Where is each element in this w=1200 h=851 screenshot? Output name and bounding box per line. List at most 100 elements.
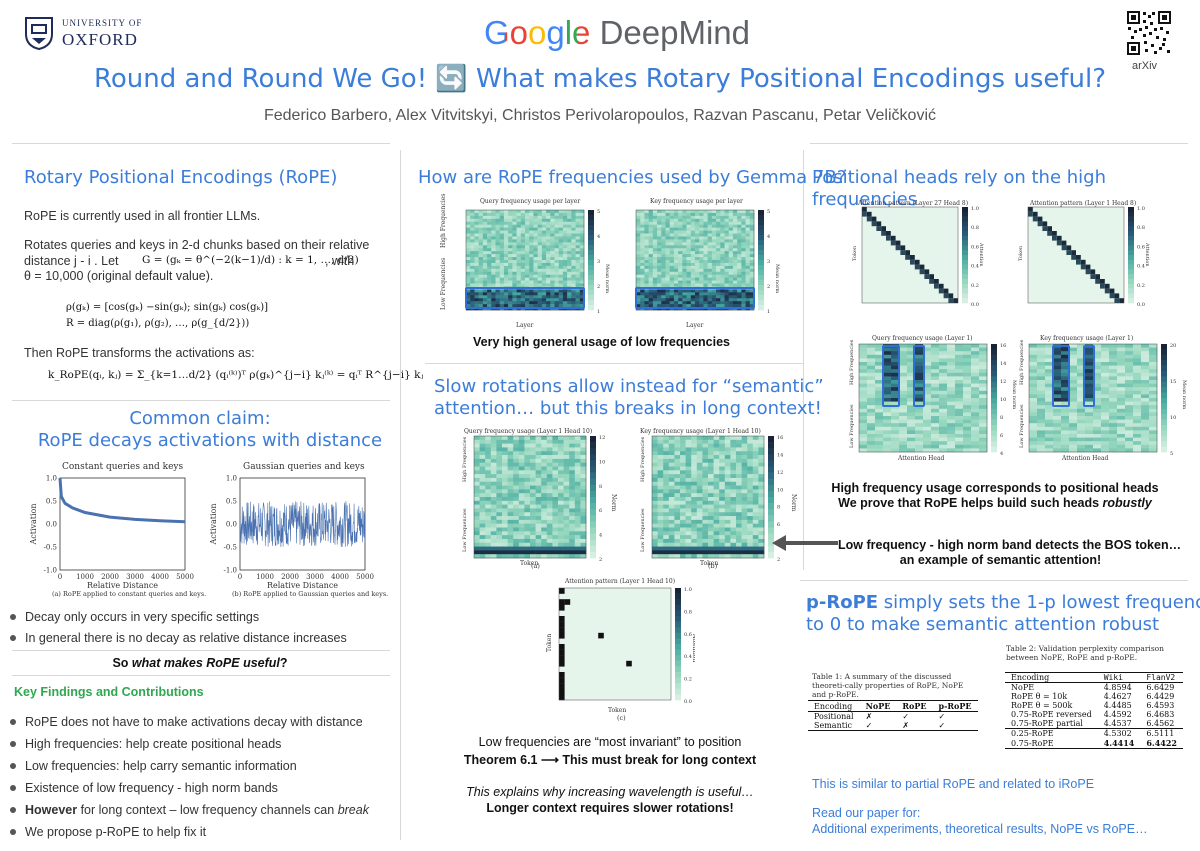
colorbar-tick-label: 4 <box>599 533 602 539</box>
heatmap-cell <box>883 347 892 352</box>
heatmap-cell <box>728 304 734 308</box>
heatmap-cell <box>716 233 721 237</box>
heatmap-cell <box>563 443 570 448</box>
heatmap-cell <box>867 405 876 410</box>
colorbar-step <box>962 293 968 299</box>
colorbar-tick-label: 5 <box>1170 451 1173 455</box>
heatmap-cell <box>502 474 508 479</box>
heatmap-cell <box>711 262 717 267</box>
heatmap-cell <box>728 212 734 217</box>
heatmap-cell <box>1037 365 1046 370</box>
heatmap-cell <box>1029 434 1038 438</box>
so-text-a: So <box>112 656 132 670</box>
heatmap-cell <box>931 437 940 442</box>
heatmap-cell <box>1077 444 1086 449</box>
heatmap-cell <box>580 546 587 551</box>
colorbar-step <box>1128 259 1134 265</box>
heatmap-cell <box>636 280 641 284</box>
heatmap-cell <box>971 344 980 348</box>
heatmap-cell <box>580 550 587 555</box>
heatmap-cell <box>580 436 587 441</box>
heatmap-cell <box>931 351 940 356</box>
heatmap-cell <box>955 358 964 363</box>
heatmap-cell <box>749 304 755 308</box>
heatmap-cell <box>716 298 721 302</box>
positional-head-highlight-box <box>1083 345 1095 407</box>
heatmap-cell <box>931 448 940 453</box>
heatmap-cell <box>552 447 559 452</box>
read-paper-text-2[interactable]: Additional experiments, theoretical resu… <box>812 822 1148 836</box>
colorbar-step <box>962 207 968 213</box>
heatmap-cell <box>674 493 681 498</box>
heatmap-cell <box>502 477 508 483</box>
heatmap-cell <box>737 301 742 305</box>
heatmap-cell <box>875 358 884 363</box>
heatmap-cell <box>502 447 508 452</box>
heatmap-cell <box>741 230 746 234</box>
heatmap-cell <box>524 443 531 448</box>
heatmap-cell <box>470 218 475 223</box>
heatmap-cell <box>640 289 645 293</box>
heatmap-cell <box>1149 426 1158 431</box>
heatmap-cell <box>728 271 734 275</box>
heatmap-cell <box>915 408 924 413</box>
heatmap-cell <box>636 210 641 214</box>
diagonal-cell <box>1066 245 1072 251</box>
heatmap-cell <box>513 462 520 467</box>
subdiagonal-cell <box>900 250 906 255</box>
heatmap-cell <box>513 455 520 460</box>
heatmap-cell <box>636 221 641 225</box>
table2-caption: Table 2: Validation perplexity compariso… <box>1006 644 1165 663</box>
heatmap-cell <box>579 265 585 270</box>
heatmap-cell <box>525 271 530 275</box>
heatmap-cell <box>686 233 692 237</box>
heatmap-cell <box>1069 448 1078 453</box>
heatmap-cell <box>546 242 551 246</box>
heatmap-cell <box>546 531 553 536</box>
heatmap-cell <box>520 224 526 228</box>
heatmap-cell <box>1069 426 1078 431</box>
heatmap-cell <box>552 470 559 475</box>
heatmap-cell <box>512 292 517 296</box>
heatmap-cell <box>674 443 681 448</box>
heatmap-cell <box>931 434 940 438</box>
heatmap-cell <box>546 500 553 505</box>
heatmap-cell <box>891 390 900 395</box>
heatmap-cell <box>696 531 703 536</box>
heatmap-cell <box>470 242 475 246</box>
divider-so <box>12 675 390 676</box>
heatmap-cell <box>923 423 932 428</box>
heatmap-cell <box>1037 419 1046 424</box>
heatmap-cell <box>507 455 514 460</box>
heatmap-cell <box>883 398 892 402</box>
heatmap-cell <box>707 230 713 234</box>
heatmap-cell <box>883 376 892 381</box>
heatmap-cell <box>1029 358 1038 363</box>
heatmap-cell <box>530 443 536 448</box>
heatmap-cell <box>939 344 948 348</box>
heatmap-cell <box>899 437 908 442</box>
heatmap-cell <box>732 262 738 267</box>
heatmap-cell <box>1117 448 1126 453</box>
qr-code-icon[interactable] <box>1126 10 1172 56</box>
heatmap-cell <box>524 508 531 513</box>
heatmap-cell <box>541 512 548 517</box>
heatmap-cell <box>657 254 662 258</box>
read-paper-text-1: Read our paper for: <box>812 806 921 820</box>
heatmap-cell <box>979 423 988 428</box>
heatmap-cell <box>702 554 709 559</box>
heatmap-cell <box>571 277 576 281</box>
heatmap-cell <box>508 230 513 234</box>
heatmap-cell <box>699 239 704 243</box>
heatmap-cell <box>1037 430 1046 435</box>
heatmap-cell <box>495 260 501 264</box>
heatmap-cell <box>569 474 576 479</box>
heatmap-cell <box>1117 362 1126 366</box>
finding-1: RoPE does not have to make activations d… <box>10 715 363 729</box>
heatmap-cell <box>707 260 713 264</box>
heatmap-cell <box>657 215 662 220</box>
heatmap-cell <box>971 383 980 388</box>
heatmap-cell <box>730 462 737 467</box>
heatmap-cell <box>579 254 585 258</box>
diagonal-cell <box>948 293 954 299</box>
